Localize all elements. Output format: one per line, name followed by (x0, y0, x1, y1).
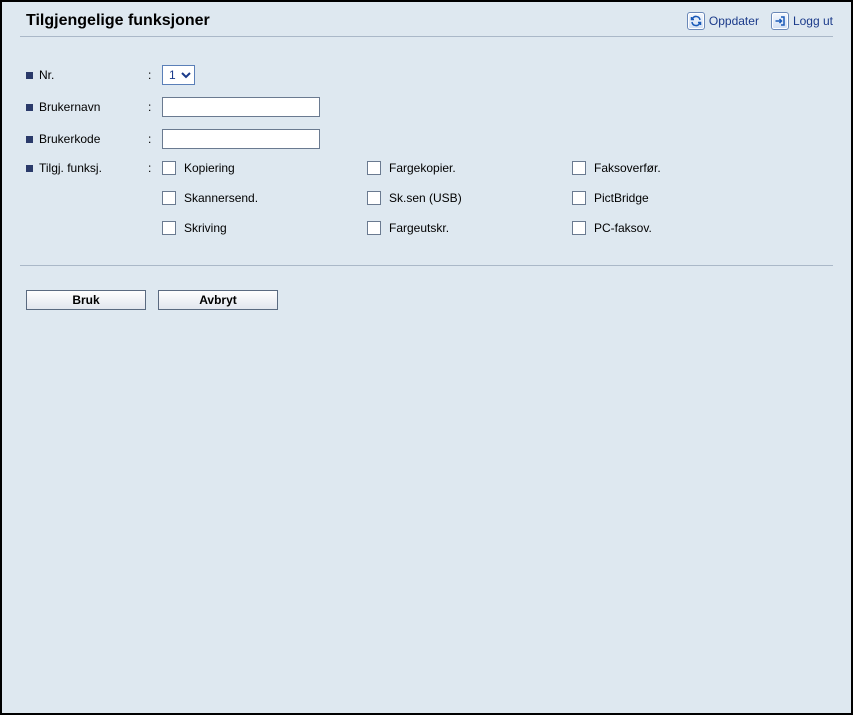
bullet-icon (26, 136, 33, 143)
value-functions: Kopiering Fargekopier. Faksoverfør. Skanner… (162, 161, 833, 235)
checkbox-pcfaksov[interactable]: PC-faksov. (572, 221, 777, 235)
checkbox-label: Faksoverfør. (594, 161, 661, 175)
checkbox-grid: Kopiering Fargekopier. Faksoverfør. Skanner… (162, 161, 833, 235)
checkbox-faksoverfor[interactable]: Faksoverfør. (572, 161, 777, 175)
checkbox-box-icon[interactable] (367, 191, 381, 205)
colon: : (148, 68, 162, 82)
label-nr-text: Nr. (39, 68, 54, 82)
logout-link[interactable]: Logg ut (771, 12, 833, 30)
colon: : (148, 100, 162, 114)
colon: : (148, 132, 162, 146)
checkbox-pictbridge[interactable]: PictBridge (572, 191, 777, 205)
logout-icon (771, 12, 789, 30)
checkbox-box-icon[interactable] (572, 191, 586, 205)
label-nr: Nr. (26, 68, 148, 82)
checkbox-kopiering[interactable]: Kopiering (162, 161, 367, 175)
nr-select[interactable]: 1 (162, 65, 195, 85)
checkbox-box-icon[interactable] (162, 221, 176, 235)
checkbox-fargeutskr[interactable]: Fargeutskr. (367, 221, 572, 235)
bullet-icon (26, 104, 33, 111)
label-username: Brukernavn (26, 100, 148, 114)
label-usercode: Brukerkode (26, 132, 148, 146)
refresh-label: Oppdater (709, 14, 759, 28)
refresh-icon (687, 12, 705, 30)
bullet-icon (26, 72, 33, 79)
cancel-button[interactable]: Avbryt (158, 290, 278, 310)
button-row: Bruk Avbryt (20, 290, 833, 310)
row-username: Brukernavn : (26, 97, 833, 117)
usercode-input[interactable] (162, 129, 320, 149)
checkbox-box-icon[interactable] (572, 161, 586, 175)
header-actions: Oppdater Logg ut (687, 12, 833, 30)
refresh-link[interactable]: Oppdater (687, 12, 759, 30)
checkbox-box-icon[interactable] (367, 221, 381, 235)
row-functions: Tilgj. funksj. : Kopiering Fargekopier. Fa… (26, 161, 833, 235)
apply-button[interactable]: Bruk (26, 290, 146, 310)
checkbox-box-icon[interactable] (367, 161, 381, 175)
checkbox-box-icon[interactable] (162, 191, 176, 205)
checkbox-skriving[interactable]: Skriving (162, 221, 367, 235)
row-nr: Nr. : 1 (26, 65, 833, 85)
checkbox-label: Sk.sen (USB) (389, 191, 462, 205)
header-divider (20, 36, 833, 37)
checkbox-box-icon[interactable] (162, 161, 176, 175)
colon: : (148, 161, 162, 175)
checkbox-label: Fargekopier. (389, 161, 456, 175)
value-username (162, 97, 833, 117)
checkbox-label: Fargeutskr. (389, 221, 449, 235)
username-input[interactable] (162, 97, 320, 117)
bullet-icon (26, 165, 33, 172)
checkbox-label: Kopiering (184, 161, 235, 175)
form: Nr. : 1 Brukernavn : Brukerkode : (20, 65, 833, 235)
checkbox-label: Skriving (184, 221, 227, 235)
value-usercode (162, 129, 833, 149)
page-title: Tilgjengelige funksjoner (20, 12, 210, 30)
logout-label: Logg ut (793, 14, 833, 28)
value-nr: 1 (162, 65, 833, 85)
checkbox-label: PC-faksov. (594, 221, 652, 235)
checkbox-skannersend[interactable]: Skannersend. (162, 191, 367, 205)
label-functions: Tilgj. funksj. (26, 161, 148, 175)
label-functions-text: Tilgj. funksj. (39, 161, 102, 175)
checkbox-box-icon[interactable] (572, 221, 586, 235)
label-usercode-text: Brukerkode (39, 132, 100, 146)
header: Tilgjengelige funksjoner Oppdater (20, 10, 833, 34)
checkbox-label: PictBridge (594, 191, 649, 205)
label-username-text: Brukernavn (39, 100, 100, 114)
form-divider (20, 265, 833, 266)
checkbox-label: Skannersend. (184, 191, 258, 205)
checkbox-fargekopier[interactable]: Fargekopier. (367, 161, 572, 175)
row-usercode: Brukerkode : (26, 129, 833, 149)
checkbox-sksenusb[interactable]: Sk.sen (USB) (367, 191, 572, 205)
